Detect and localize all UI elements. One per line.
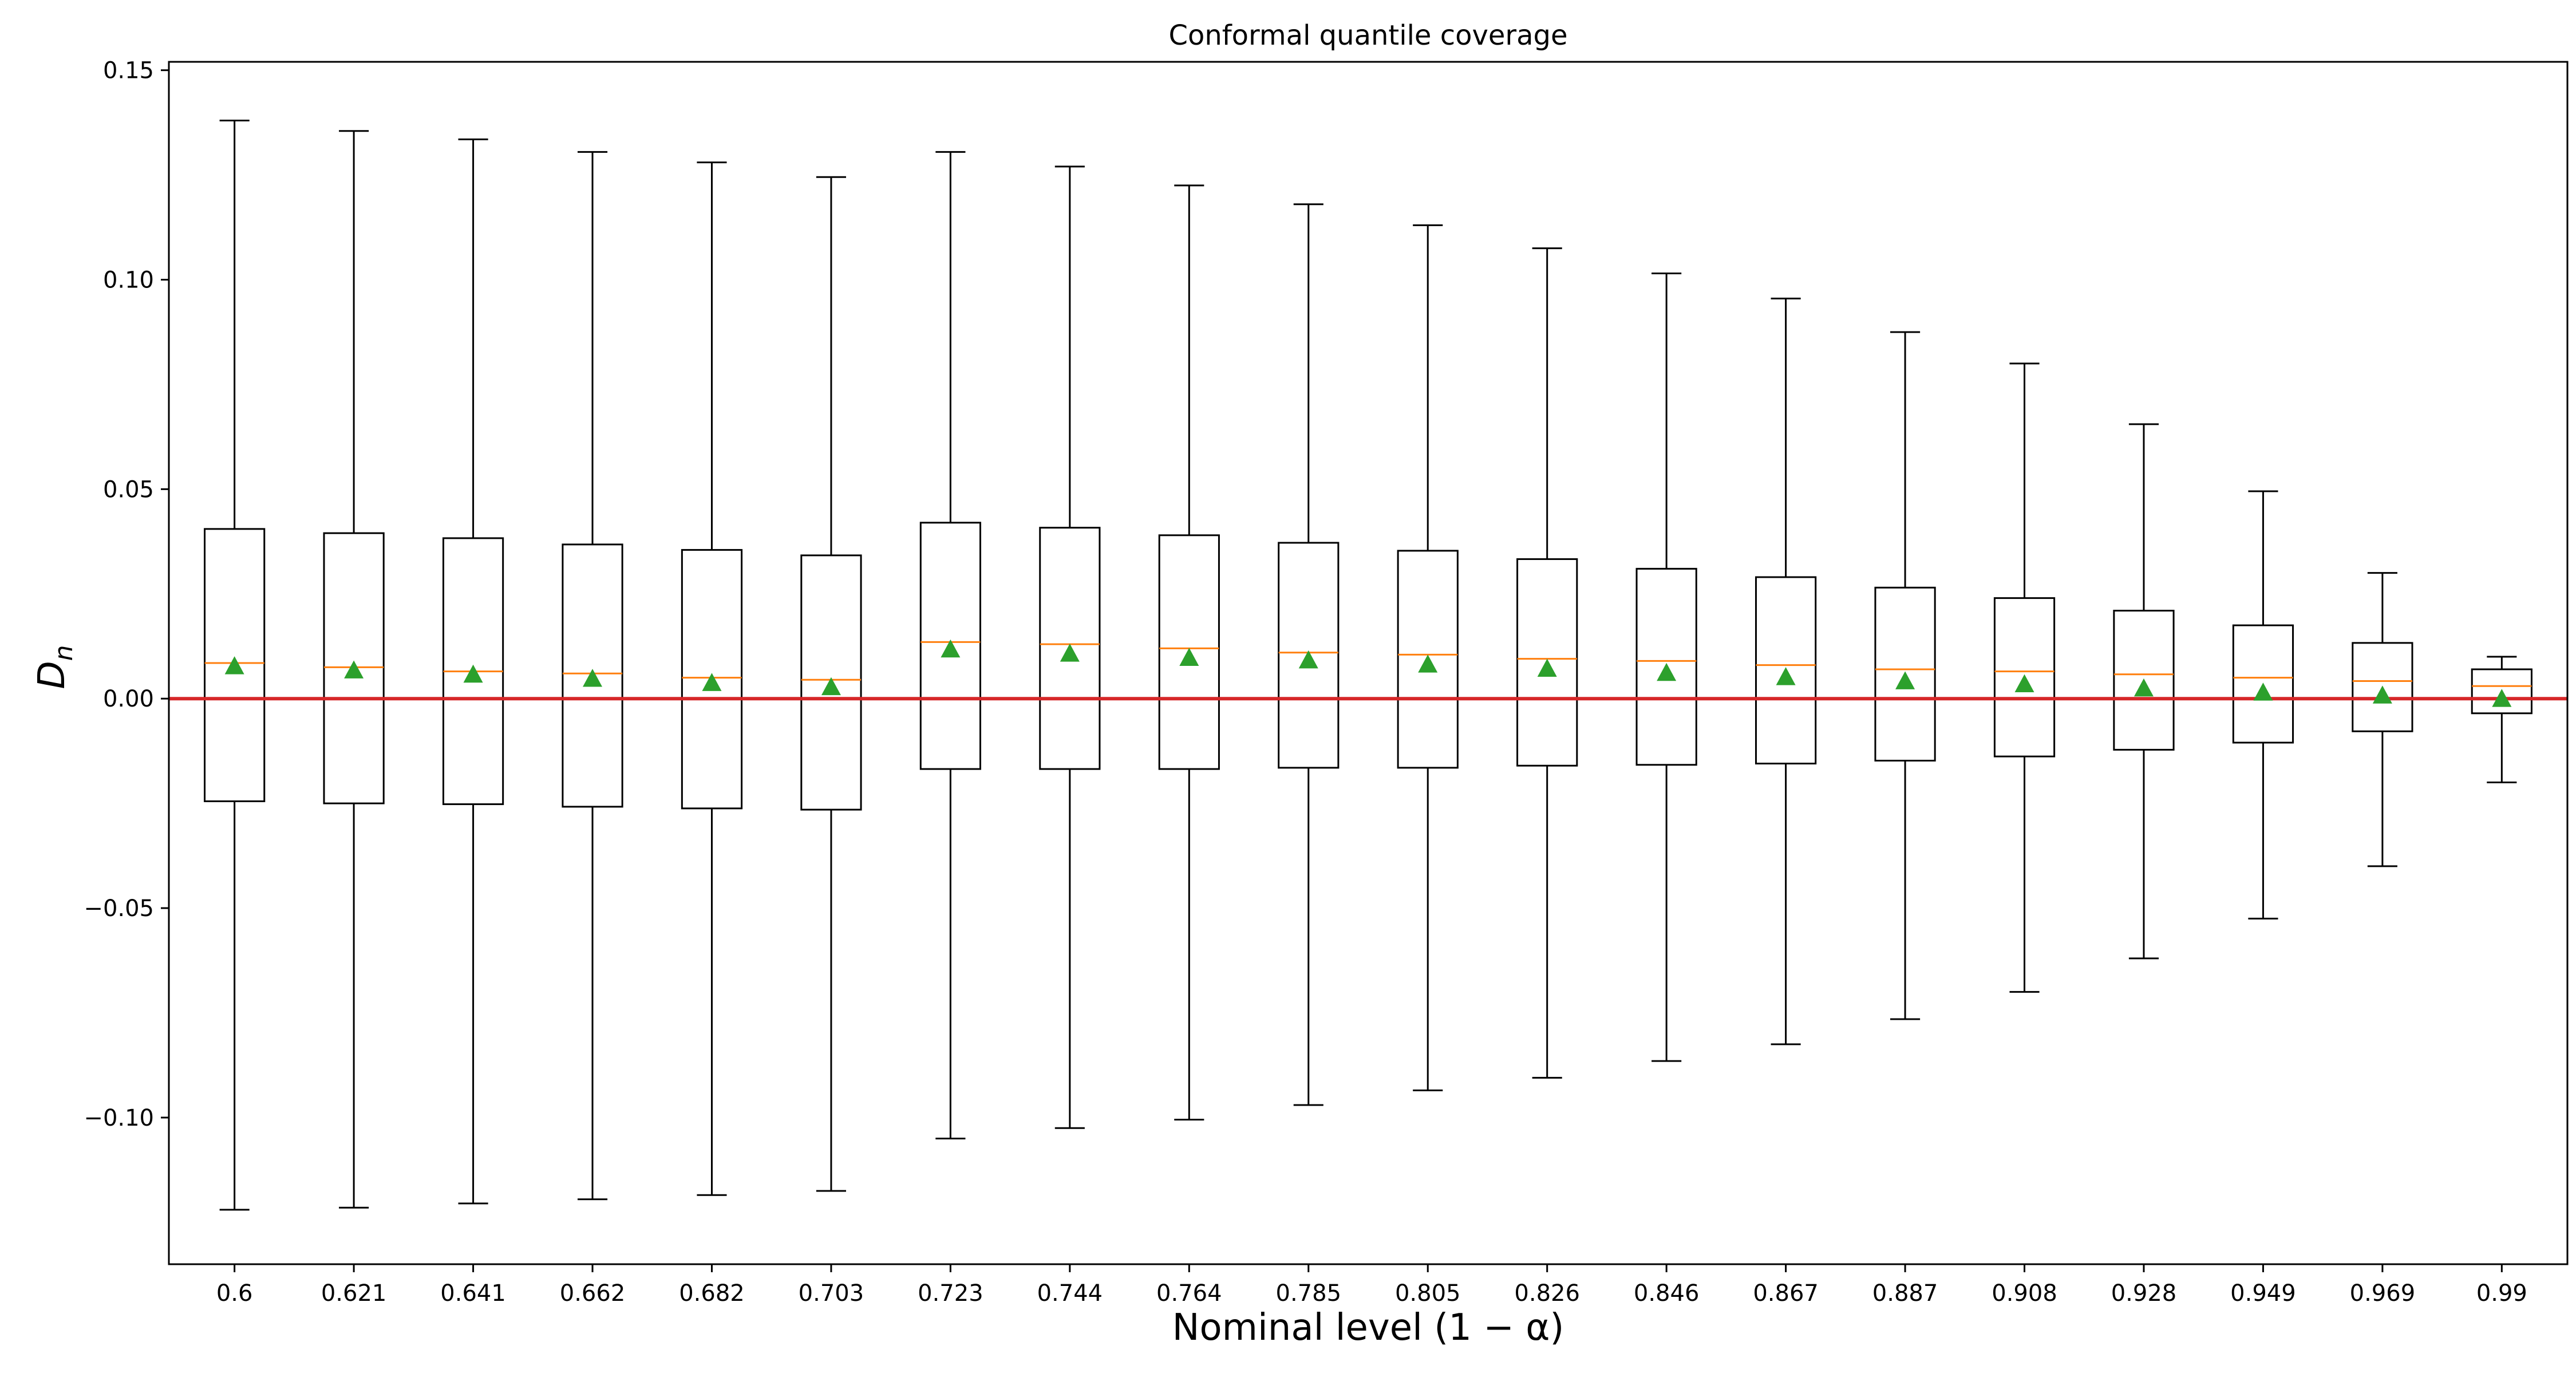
x-tick-label: 0.723 bbox=[918, 1280, 983, 1307]
y-tick-label: 0.05 bbox=[103, 476, 154, 503]
y-tick-label: 0.15 bbox=[103, 58, 154, 84]
means-layer bbox=[224, 639, 2512, 707]
y-axis-title: Dn bbox=[31, 645, 78, 689]
x-tick-label: 0.764 bbox=[1156, 1280, 1222, 1307]
box-0.785 bbox=[1278, 203, 1340, 1106]
mean-marker-0.764 bbox=[1179, 648, 1199, 666]
box-0.6 bbox=[204, 119, 266, 1211]
x-tick-label: 0.969 bbox=[2350, 1280, 2416, 1307]
box-0.908 bbox=[1993, 362, 2056, 993]
box-0.969 bbox=[2352, 572, 2413, 867]
x-tick-label: 0.6 bbox=[216, 1280, 253, 1307]
y-axis: −0.10 −0.05 0.00 0.05 0.10 0.15 bbox=[84, 58, 169, 1131]
y-tick-label: −0.10 bbox=[84, 1105, 154, 1131]
box-0.928 bbox=[2113, 423, 2175, 960]
box-0.764 bbox=[1158, 184, 1220, 1121]
plot-frame bbox=[168, 61, 2569, 1265]
box-0.703 bbox=[800, 176, 862, 1192]
x-axis: 0.6 0.621 0.641 0.662 0.682 0.703 0.723 0.744 0.… bbox=[216, 1264, 2527, 1307]
x-tick-label: 0.682 bbox=[679, 1280, 745, 1307]
mean-marker-0.928 bbox=[2134, 678, 2154, 697]
x-tick-label: 0.949 bbox=[2230, 1280, 2296, 1307]
box-iqr bbox=[562, 543, 623, 808]
box-0.99 bbox=[2471, 656, 2532, 784]
box-iqr bbox=[2232, 624, 2294, 744]
mean-marker-0.826 bbox=[1537, 658, 1557, 677]
box-iqr bbox=[1397, 550, 1459, 769]
box-0.805 bbox=[1397, 224, 1459, 1091]
box-iqr bbox=[1993, 597, 2056, 757]
box-iqr bbox=[1635, 567, 1697, 766]
box-iqr bbox=[2113, 610, 2175, 751]
x-tick-label: 0.662 bbox=[560, 1280, 626, 1307]
box-iqr bbox=[1278, 542, 1340, 769]
x-axis-title: Nominal level (1 − α) bbox=[1172, 1307, 1564, 1349]
y-tick-label: 0.00 bbox=[103, 686, 154, 712]
mean-marker-0.641 bbox=[463, 664, 483, 683]
box-iqr bbox=[681, 549, 743, 810]
box-iqr bbox=[1158, 534, 1220, 770]
box-0.744 bbox=[1039, 165, 1101, 1129]
box-iqr bbox=[1039, 527, 1101, 770]
x-tick-label: 0.805 bbox=[1395, 1280, 1461, 1307]
x-tick-label: 0.928 bbox=[2111, 1280, 2177, 1307]
box-iqr bbox=[1516, 558, 1578, 767]
mean-marker-0.662 bbox=[583, 669, 603, 687]
box-iqr bbox=[800, 554, 862, 811]
box-0.662 bbox=[562, 151, 623, 1201]
mean-marker-0.867 bbox=[1776, 667, 1796, 685]
mean-marker-0.682 bbox=[702, 673, 722, 691]
box-iqr bbox=[919, 522, 982, 770]
box-0.826 bbox=[1516, 247, 1578, 1079]
x-tick-label: 0.744 bbox=[1037, 1280, 1103, 1307]
box-iqr bbox=[1874, 586, 1936, 762]
x-tick-label: 0.703 bbox=[799, 1280, 864, 1307]
mean-marker-0.621 bbox=[344, 660, 364, 678]
mean-marker-0.6 bbox=[224, 656, 244, 674]
box-0.949 bbox=[2232, 490, 2294, 920]
box-iqr bbox=[1755, 576, 1817, 765]
box-0.887 bbox=[1874, 331, 1936, 1020]
mean-marker-0.99 bbox=[2492, 689, 2512, 707]
box-0.682 bbox=[681, 161, 743, 1196]
boxes-layer bbox=[204, 119, 2532, 1211]
mean-marker-0.887 bbox=[1895, 671, 1915, 689]
mean-marker-0.969 bbox=[2372, 685, 2392, 704]
mean-marker-0.908 bbox=[2014, 674, 2034, 693]
x-tick-label: 0.826 bbox=[1514, 1280, 1580, 1307]
mean-marker-0.785 bbox=[1298, 650, 1318, 669]
box-0.846 bbox=[1635, 273, 1697, 1062]
y-tick-label: 0.10 bbox=[103, 267, 154, 293]
box-0.723 bbox=[919, 151, 982, 1139]
x-tick-label: 0.785 bbox=[1276, 1280, 1342, 1307]
mean-marker-0.805 bbox=[1418, 654, 1438, 673]
box-0.621 bbox=[323, 130, 385, 1209]
y-axis-title-sub: n bbox=[49, 645, 78, 661]
y-tick-label: −0.05 bbox=[84, 895, 154, 922]
mean-marker-0.949 bbox=[2253, 682, 2273, 701]
x-tick-label: 0.621 bbox=[321, 1280, 387, 1307]
x-tick-label: 0.641 bbox=[440, 1280, 506, 1307]
x-tick-label: 0.887 bbox=[1872, 1280, 1938, 1307]
x-tick-label: 0.867 bbox=[1753, 1280, 1819, 1307]
x-tick-label: 0.908 bbox=[1992, 1280, 2057, 1307]
box-0.867 bbox=[1755, 297, 1817, 1045]
mean-marker-0.846 bbox=[1657, 662, 1677, 681]
box-iqr bbox=[2471, 668, 2532, 715]
x-tick-label: 0.99 bbox=[2476, 1280, 2527, 1307]
mean-marker-0.723 bbox=[941, 639, 961, 658]
box-iqr bbox=[323, 532, 385, 804]
box-iqr bbox=[2352, 642, 2413, 732]
box-0.641 bbox=[442, 138, 504, 1205]
x-tick-label: 0.846 bbox=[1634, 1280, 1700, 1307]
mean-marker-0.703 bbox=[821, 677, 841, 696]
box-iqr bbox=[204, 528, 266, 802]
y-axis-title-main: D bbox=[31, 661, 73, 689]
mean-marker-0.744 bbox=[1060, 644, 1080, 662]
chart-title: Conformal quantile coverage bbox=[1168, 19, 1567, 52]
